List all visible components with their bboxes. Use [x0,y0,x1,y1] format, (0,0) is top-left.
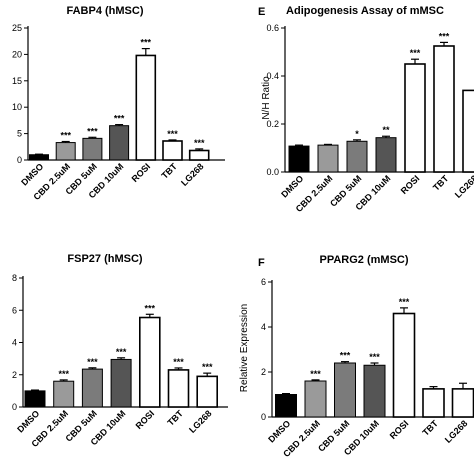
significance-marker: *** [145,303,156,313]
bar-lg268 [451,388,474,418]
x-tick-label: DMSO [15,408,41,434]
bar-lg268 [462,89,474,173]
bar-cbd-10um [109,125,130,161]
bar-cbd-2-5um [304,380,327,418]
bar-tbt [433,45,455,173]
bar-dmso [288,145,310,173]
x-tick-label: ROSI [134,408,157,431]
bar-lg268 [188,149,210,161]
y-tick-label: 20 [12,49,22,59]
x-tick-label: ROSI [130,161,153,184]
bar-tbt [162,140,183,161]
chart-title: Adipogenesis Assay of mMSC [286,5,444,17]
significance-marker: *** [60,131,71,141]
significance-marker: *** [58,369,69,379]
bar-tbt [422,388,445,418]
significance-marker: *** [439,31,450,41]
y-tick-label: 0.0 [266,167,279,177]
bar-cbd-5um [81,368,103,408]
significance-marker: *** [410,48,421,58]
bar-lg268 [196,375,218,408]
significance-marker: *** [340,351,351,361]
y-tick-label: 6 [12,305,17,315]
bar-cbd-10um [363,364,386,418]
panel-letter: E [258,6,265,18]
y-tick-label: 0 [12,402,17,412]
chart-title: FSP27 (hMSC) [67,253,143,265]
bar-rosi [135,54,157,161]
y-tick-label: 0.6 [266,23,279,33]
significance-marker: ** [382,125,390,135]
bar-dmso [24,390,46,408]
x-tick-label: LG268 [187,408,214,435]
x-tick-label: TBT [431,173,451,193]
significance-marker: *** [167,129,178,139]
bar-cbd-5um [346,140,368,173]
bar-dmso [29,154,49,161]
x-tick-label: LG268 [453,173,474,200]
panel-letter: F [258,257,265,269]
bar-tbt [167,369,190,408]
significance-marker: *** [141,38,152,48]
x-tick-label: LG268 [443,418,470,445]
x-tick-label: ROSI [399,173,422,196]
significance-marker: *** [114,114,125,124]
bar-cbd-10um [375,137,397,173]
significance-marker: *** [87,126,98,136]
y-tick-label: 2 [261,367,266,377]
x-tick-label: ROSI [388,418,411,441]
y-tick-label: 2 [12,370,17,380]
chart-title: PPARG2 (mMSC) [319,254,408,266]
y-tick-label: 15 [12,76,22,86]
bar-cbd-5um [334,362,356,418]
y-tick-label: 5 [17,129,22,139]
x-tick-label: DMSO [266,418,292,444]
bar-cbd-2-5um [317,144,339,173]
significance-marker: *** [202,362,213,372]
y-tick-label: 0.4 [266,71,279,81]
bar-rosi [392,312,416,418]
y-tick-label: 8 [12,273,17,283]
bar-cbd-2-5um [55,142,76,161]
bar-rosi [404,63,426,173]
significance-marker: *** [194,138,205,148]
y-axis-label: Relative Expression [239,304,250,392]
y-tick-label: 6 [261,277,266,287]
y-tick-label: 10 [12,102,22,112]
bar-cbd-2-5um [53,380,75,408]
x-tick-label: TBT [420,418,440,438]
significance-marker: *** [87,357,98,367]
bar-cbd-10um [110,358,132,408]
y-tick-label: 0.2 [266,119,279,129]
y-tick-label: 25 [12,23,22,33]
significance-marker: *** [116,347,127,357]
significance-marker: *** [369,352,380,362]
panel-pparg2: F PPARG2 (mMSC) Relative Expression 0 2 4 6… [239,254,474,459]
panel-adipogenesis: E Adipogenesis Assay of mMSC N/H Ratio 0… [258,5,474,214]
bar-dmso [275,394,297,418]
significance-marker: *** [399,297,410,307]
bar-rosi [139,316,161,408]
y-tick-label: 4 [261,322,266,332]
significance-marker: * [355,129,359,139]
y-axis-label: N/H Ratio [261,76,272,120]
y-tick-label: 0 [17,155,22,165]
x-tick-label: TBT [165,408,185,428]
x-tick-label: LG268 [179,161,206,188]
significance-marker: *** [310,369,321,379]
y-tick-label: 0 [261,412,266,422]
x-tick-label: TBT [159,161,179,181]
x-tick-label: DMSO [279,173,305,199]
significance-marker: *** [173,357,184,367]
chart-title: FABP4 (hMSC) [67,5,144,17]
y-tick-label: 4 [12,338,17,348]
bar-cbd-5um [82,137,103,161]
